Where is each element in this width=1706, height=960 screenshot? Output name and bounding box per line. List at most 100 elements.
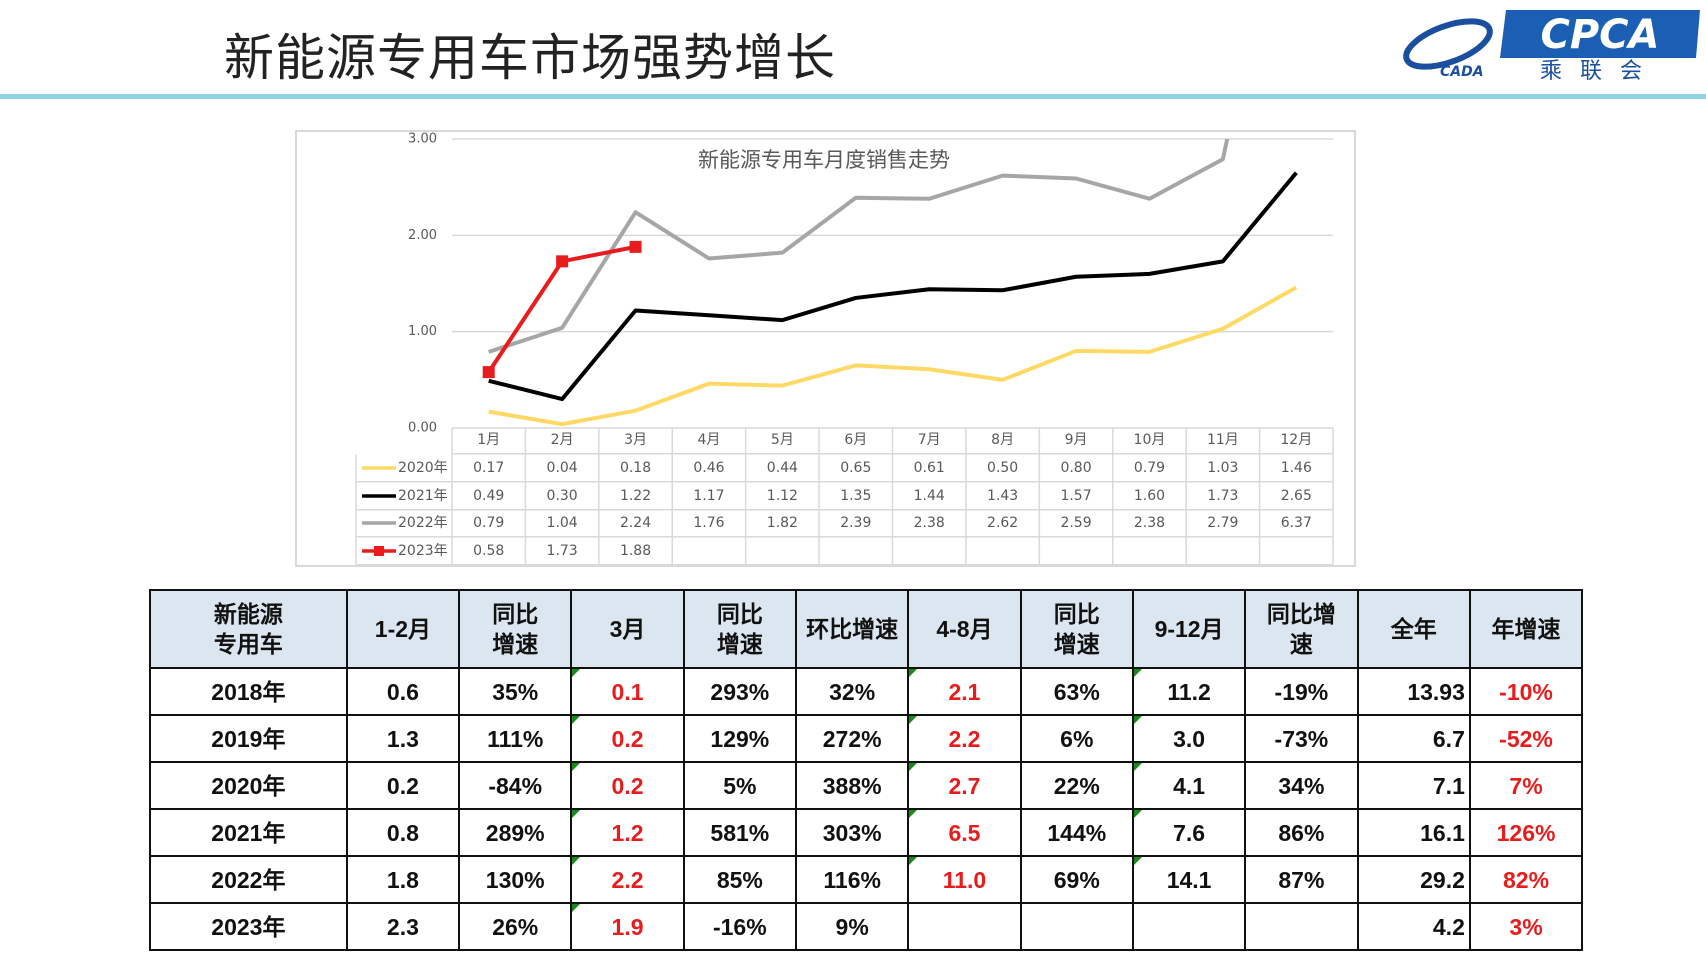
- series-marker: [556, 255, 569, 268]
- data-label: 1.57: [1060, 488, 1091, 504]
- chart-frame: [295, 130, 1356, 567]
- table-cell: 289%: [458, 808, 573, 857]
- logo-subname: 乘联会: [1540, 59, 1660, 82]
- table-cell: 14.1: [1131, 855, 1247, 904]
- table-cell: 11.2: [1131, 667, 1247, 716]
- table-cell: -84%: [458, 761, 573, 810]
- data-label: 0.17: [473, 460, 504, 476]
- x-tick-label: 1月: [477, 432, 500, 448]
- x-tick-label: 10月: [1134, 432, 1166, 448]
- data-label: 1.73: [1207, 488, 1238, 504]
- data-label: 2.62: [987, 515, 1018, 531]
- data-label: 1.60: [1134, 488, 1165, 504]
- data-label: 1.12: [767, 488, 798, 504]
- table-cell: [1244, 902, 1359, 951]
- x-tick-label: 6月: [844, 432, 867, 448]
- header-cell: 3月: [570, 589, 685, 669]
- table-row: 2018年 0.6 35% 0.1 293% 32% 2.1 63% 11.2 -19% 13.93…: [149, 667, 1584, 716]
- table-cell: 129%: [682, 714, 798, 763]
- logo-band: [1500, 10, 1700, 58]
- table-cell: 2019年: [149, 714, 348, 763]
- plot-lines: [482, 139, 1298, 427]
- data-label: 0.44: [767, 460, 798, 476]
- table-cell: 85%: [682, 855, 798, 904]
- header-cell: 同比增 速: [1244, 589, 1359, 669]
- data-label: 0.18: [620, 460, 651, 476]
- table-cell: 0.1: [570, 667, 685, 716]
- x-tick-label: 2月: [551, 432, 574, 448]
- table-cell: 26%: [458, 902, 573, 951]
- table-cell: 581%: [682, 808, 798, 857]
- table-cell: 116%: [794, 855, 910, 904]
- table-cell: 32%: [794, 667, 910, 716]
- data-label: 2.38: [1134, 515, 1165, 531]
- table-cell: 22%: [1019, 761, 1134, 810]
- header-row: 新能源 专用车 1-2月 同比 增速 3月 同比 增速 环比增速 4-8月 同比 增速 9-12…: [149, 589, 1584, 669]
- x-tick-label: 7月: [918, 432, 941, 448]
- table-cell: -19%: [1244, 667, 1359, 716]
- table-cell: 7%: [1468, 761, 1584, 810]
- data-label: 1.88: [620, 543, 651, 559]
- table-cell: 3%: [1468, 902, 1584, 951]
- data-label: 0.49: [473, 488, 504, 504]
- table-cell: [907, 902, 1022, 951]
- series-line: [488, 171, 1298, 402]
- data-label: 0.65: [840, 460, 871, 476]
- table-cell: 2023年: [149, 902, 348, 951]
- table-cell: 111%: [458, 714, 573, 763]
- table-cell: -73%: [1244, 714, 1359, 763]
- table-cell: 2020年: [149, 761, 348, 810]
- data-label: 0.79: [1134, 460, 1165, 476]
- table-cell: 1.8: [345, 855, 461, 904]
- y-tick-label: 0.00: [408, 421, 437, 436]
- table-cell: 9%: [794, 902, 910, 951]
- data-label: 1.82: [767, 515, 798, 531]
- data-label: 1.46: [1281, 460, 1312, 476]
- table-cell: 1.2: [570, 808, 685, 857]
- table-cell: 2.3: [345, 902, 461, 951]
- data-label: 1.43: [987, 488, 1018, 504]
- data-label: 1.35: [840, 488, 871, 504]
- data-label: 2.24: [620, 515, 651, 531]
- table-cell: 126%: [1468, 808, 1584, 857]
- table-cell: 4.2: [1356, 902, 1471, 951]
- table-cell: 16.1: [1356, 808, 1471, 857]
- table-cell: 6.5: [907, 808, 1022, 857]
- table-cell: 7.6: [1131, 808, 1247, 857]
- table-cell: 4.1: [1131, 761, 1247, 810]
- table-cell: 0.8: [345, 808, 461, 857]
- legend-label: 2022年: [398, 515, 448, 531]
- header-cell: 同比 增速: [682, 589, 798, 669]
- table-cell: 0.2: [570, 761, 685, 810]
- data-label: 1.17: [693, 488, 724, 504]
- header-cell: 同比 增速: [1019, 589, 1134, 669]
- table-cell: 11.0: [907, 855, 1022, 904]
- series-line: [488, 139, 1230, 354]
- summary-table: 新能源 专用车 1-2月 同比 增速 3月 同比 增速 环比增速 4-8月 同比 增速 9-12…: [149, 589, 1584, 951]
- y-tick-label: 2.00: [408, 228, 437, 243]
- data-label: 1.22: [620, 488, 651, 504]
- table-row: 2022年 1.8 130% 2.2 85% 116% 11.0 69% 14.1 87% 29.2…: [149, 855, 1584, 904]
- table-cell: 0.6: [345, 667, 461, 716]
- legend-label: 2021年: [398, 488, 448, 504]
- data-label: 2.79: [1207, 515, 1238, 531]
- data-label: 2.65: [1281, 488, 1312, 504]
- table-row: 2020年 0.2 -84% 0.2 5% 388% 2.7 22% 4.1 34% 7.1 7%: [149, 761, 1584, 810]
- header-cell: 1-2月: [345, 589, 461, 669]
- slide-title: 新能源专用车市场强势增长: [224, 29, 836, 87]
- x-tick-label: 12月: [1280, 432, 1312, 448]
- table-cell: 1.9: [570, 902, 685, 951]
- logo-mark: CADA: [1440, 64, 1484, 80]
- table-cell: 5%: [682, 761, 798, 810]
- x-tick-label: 4月: [697, 432, 720, 448]
- table-cell: 272%: [794, 714, 910, 763]
- table-cell: 6.7: [1356, 714, 1471, 763]
- table-cell: 63%: [1019, 667, 1134, 716]
- data-label: 1.44: [914, 488, 945, 504]
- header-cell: 环比增速: [794, 589, 910, 669]
- table-cell: 2021年: [149, 808, 348, 857]
- x-tick-label: 3月: [624, 432, 647, 448]
- legend-label: 2020年: [398, 460, 448, 476]
- logo-ring: [1403, 18, 1493, 70]
